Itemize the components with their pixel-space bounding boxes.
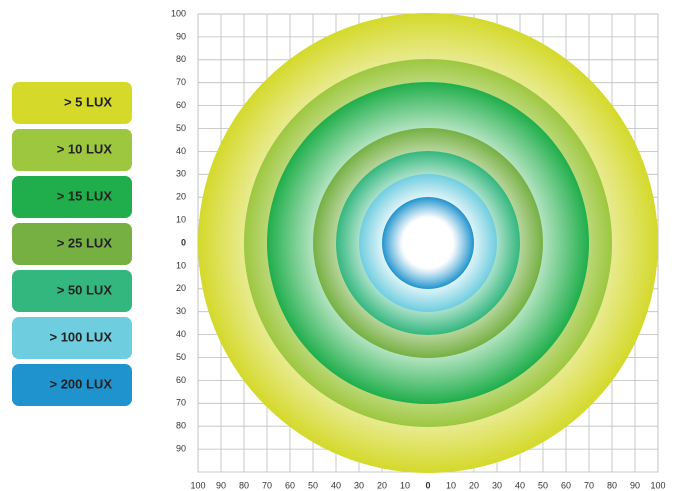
x-tick-label: 80	[607, 480, 617, 490]
x-tick-label: 50	[308, 480, 318, 490]
x-tick-label: 10	[400, 480, 410, 490]
y-tick-label: 20	[176, 283, 186, 293]
legend-item	[12, 317, 132, 359]
x-tick-label: 100	[190, 480, 205, 490]
x-tick-label: 90	[216, 480, 226, 490]
x-tick-label: 90	[630, 480, 640, 490]
y-tick-label: 10	[176, 214, 186, 224]
legend-item	[12, 270, 132, 312]
y-tick-label: 100	[171, 8, 186, 18]
y-tick-label: 40	[176, 146, 186, 156]
x-tick-label: 30	[354, 480, 364, 490]
y-tick-label: 30	[176, 306, 186, 316]
x-tick-label: 10	[446, 480, 456, 490]
x-tick-label: 0	[425, 480, 430, 490]
light-zone	[382, 197, 474, 289]
legend-item	[12, 223, 132, 265]
y-tick-label: 0	[181, 237, 186, 247]
y-tick-label: 30	[176, 169, 186, 179]
legend-label: > 100 LUX	[49, 329, 112, 344]
y-tick-label: 70	[176, 77, 186, 87]
x-tick-label: 50	[538, 480, 548, 490]
y-tick-label: 70	[176, 398, 186, 408]
legend-label: > 25 LUX	[57, 235, 113, 250]
y-tick-label: 20	[176, 192, 186, 202]
x-tick-label: 70	[262, 480, 272, 490]
y-tick-label: 60	[176, 375, 186, 385]
legend-label: > 15 LUX	[57, 188, 113, 203]
x-tick-label: 70	[584, 480, 594, 490]
y-tick-label: 10	[176, 260, 186, 270]
legend-item	[12, 82, 132, 124]
x-tick-label: 30	[492, 480, 502, 490]
legend-label: > 5 LUX	[64, 94, 112, 109]
y-tick-label: 90	[176, 31, 186, 41]
y-tick-label: 40	[176, 329, 186, 339]
x-tick-label: 100	[650, 480, 665, 490]
y-tick-label: 60	[176, 100, 186, 110]
legend-label: > 200 LUX	[49, 376, 112, 391]
x-tick-label: 60	[561, 480, 571, 490]
x-tick-label: 40	[331, 480, 341, 490]
legend-label: > 10 LUX	[57, 141, 113, 156]
y-tick-label: 80	[176, 54, 186, 64]
x-tick-label: 40	[515, 480, 525, 490]
x-tick-label: 20	[469, 480, 479, 490]
x-tick-label: 20	[377, 480, 387, 490]
x-tick-label: 80	[239, 480, 249, 490]
y-tick-label: 50	[176, 123, 186, 133]
legend-item	[12, 176, 132, 218]
y-tick-label: 90	[176, 443, 186, 453]
legend-label: > 50 LUX	[57, 282, 113, 297]
y-tick-label: 80	[176, 421, 186, 431]
legend-item	[12, 364, 132, 406]
legend-item	[12, 129, 132, 171]
y-tick-label: 50	[176, 352, 186, 362]
x-tick-label: 60	[285, 480, 295, 490]
